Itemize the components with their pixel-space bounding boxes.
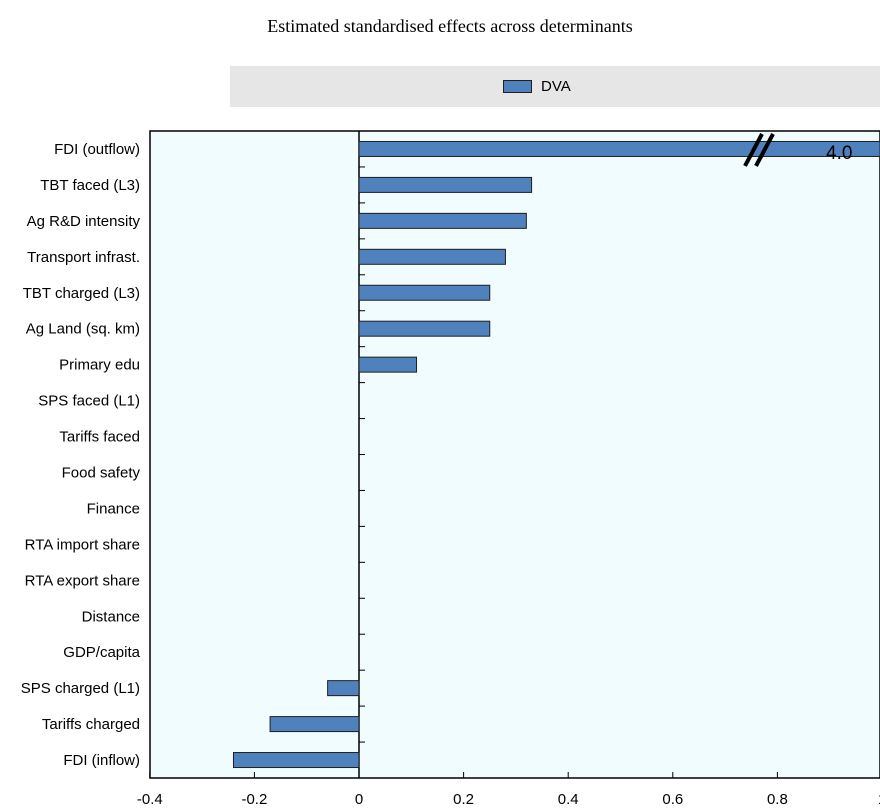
category-label: Tariffs faced	[59, 429, 140, 446]
x-tick-label: 0.4	[558, 791, 579, 808]
bar-dva	[358, 284, 491, 301]
bar-value-annotation: 4.0	[826, 143, 852, 164]
bar-dva	[358, 356, 418, 373]
plot-area	[149, 130, 880, 779]
category-label: Distance	[82, 608, 140, 625]
category-label: FDI (inflow)	[63, 752, 140, 769]
category-label: GDP/capita	[63, 644, 140, 661]
x-tick-label: 0.8	[767, 791, 788, 808]
bar-dva	[327, 680, 360, 697]
category-label: Ag Land (sq. km)	[26, 321, 140, 338]
bar-dva	[269, 716, 360, 733]
bar-dva	[358, 212, 527, 229]
category-label: SPS faced (L1)	[38, 393, 140, 410]
category-label: FDI (outflow)	[54, 141, 140, 158]
legend-swatch-dva	[503, 80, 532, 93]
x-tick-label: 0.6	[662, 791, 683, 808]
category-label: TBT faced (L3)	[40, 177, 140, 194]
bar-dva	[358, 176, 533, 193]
category-label: TBT charged (L3)	[23, 285, 140, 302]
category-label: Primary edu	[59, 357, 140, 374]
bar-dva	[358, 248, 506, 265]
legend-label-dva: DVA	[541, 78, 571, 95]
category-label: RTA export share	[25, 572, 140, 589]
x-tick-label: 0	[355, 791, 363, 808]
x-tick-label: -0.2	[241, 791, 267, 808]
bar-dva	[358, 320, 491, 337]
category-label: Transport infrast.	[27, 249, 140, 266]
category-label: Food safety	[62, 464, 141, 481]
category-label: Tariffs charged	[42, 716, 140, 733]
category-label: Finance	[87, 500, 140, 517]
chart-title: Estimated standardised effects across de…	[267, 16, 633, 36]
category-label: SPS charged (L1)	[21, 680, 140, 697]
category-label: Ag R&D intensity	[27, 213, 141, 230]
legend: DVA	[230, 66, 880, 107]
x-tick-label: -0.4	[137, 791, 163, 808]
x-tick-label: 0.2	[453, 791, 474, 808]
axis-break-mark	[754, 133, 775, 167]
axis-break-mark	[743, 133, 764, 167]
bar-dva	[232, 752, 360, 769]
bar-dva	[358, 140, 880, 157]
x-tick-label: 1	[878, 791, 880, 808]
category-label: RTA import share	[25, 536, 140, 553]
